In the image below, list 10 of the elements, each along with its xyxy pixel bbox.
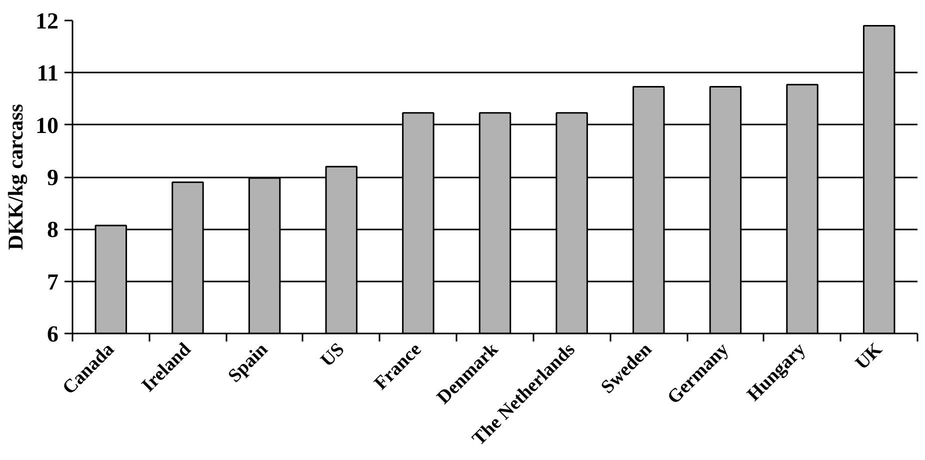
y-tick-label: 12: [36, 8, 58, 34]
x-tick-label: UK: [852, 338, 887, 374]
y-tick-label: 11: [36, 60, 59, 86]
y-tick-label: 7: [47, 269, 58, 294]
y-tick-label: 9: [47, 165, 58, 190]
y-tick-label: 6: [47, 322, 58, 346]
y-tick-label: 8: [47, 217, 58, 242]
y-axis-title: DKK/kg carcass: [4, 104, 28, 250]
x-tick-label: US: [316, 339, 349, 372]
y-tick-label: 10: [36, 112, 58, 138]
